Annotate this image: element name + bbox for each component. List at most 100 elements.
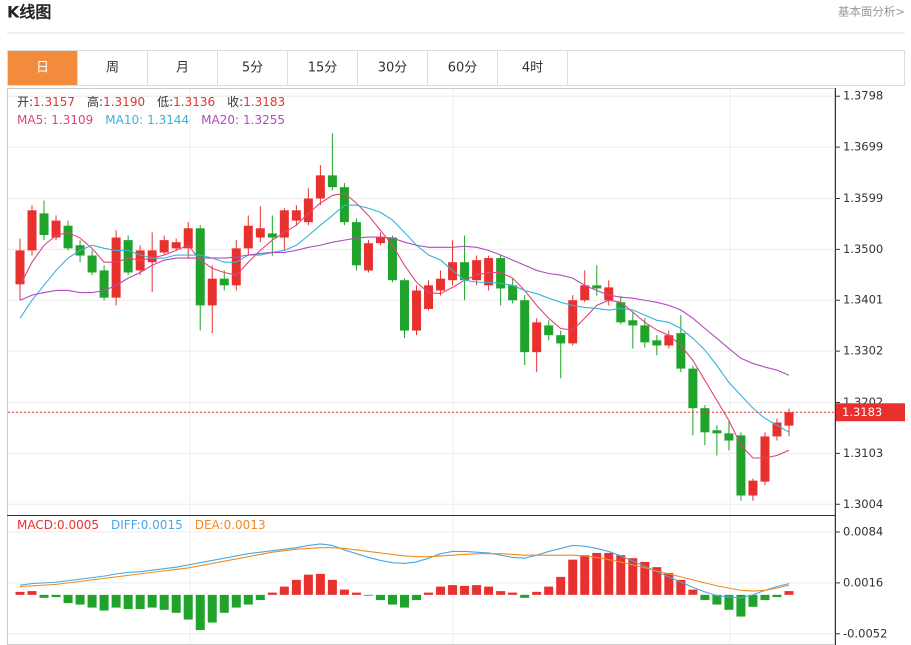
readout-name: MA20: — [201, 113, 239, 127]
ma-line — [19, 236, 790, 376]
candle-body — [664, 335, 674, 346]
plot: 1.3798 1.3699 1.3599 1.3500 1.3401 1.3302 1.32… — [8, 89, 905, 640]
readout: 开:1.3157 — [17, 95, 75, 109]
candle-body — [351, 222, 361, 266]
y-tick-label: 1.3798 — [843, 89, 883, 103]
candle-body — [472, 260, 482, 281]
macd-bar — [412, 594, 422, 601]
candle-body — [616, 302, 626, 323]
fundamental-link[interactable]: 基本面分析> — [838, 5, 905, 19]
candle-body — [123, 240, 133, 273]
macd-bar — [712, 594, 722, 605]
candle-body — [400, 280, 409, 331]
readout: MACD:0.0005 — [17, 518, 99, 532]
candle-body — [87, 255, 97, 273]
candle-body — [183, 228, 193, 249]
macd-bar — [159, 594, 169, 610]
readout: 高:1.3190 — [87, 94, 145, 109]
candle-body — [375, 237, 385, 244]
tab-label[interactable]: 周 — [106, 61, 119, 76]
macd-bar — [448, 585, 458, 595]
candle-body — [159, 240, 169, 253]
macd-bar — [772, 594, 782, 598]
candle-body — [27, 210, 37, 251]
tab-label[interactable]: 4时 — [522, 61, 543, 76]
candle-body — [387, 237, 397, 281]
page-title: K线图 — [7, 3, 51, 22]
candle-body — [772, 422, 782, 437]
macd-bar — [387, 594, 397, 605]
candle-body — [628, 320, 638, 326]
tab[interactable] — [497, 50, 568, 86]
macd-bar — [255, 594, 265, 601]
candle-body — [700, 408, 710, 433]
candle-body — [51, 220, 61, 238]
tab-label[interactable]: 15分 — [308, 61, 338, 76]
candle-body — [508, 285, 518, 301]
macd-bar — [496, 591, 506, 595]
macd-bar — [195, 594, 205, 631]
macd-bar — [628, 558, 638, 595]
ma-line — [19, 204, 790, 433]
candle-body — [676, 333, 686, 369]
macd-bar — [147, 594, 157, 608]
readout-name: 开: — [17, 95, 33, 109]
tab[interactable] — [7, 50, 78, 86]
macd-bar — [520, 594, 530, 598]
readout: DIFF:0.0015 — [111, 518, 183, 532]
macd-bar — [592, 552, 602, 595]
candle-body — [460, 262, 470, 281]
candle-body — [592, 285, 602, 289]
y-tick-label: 0.0016 — [843, 575, 883, 589]
candle-body — [652, 340, 662, 346]
macd-bar — [375, 594, 385, 601]
readout-value: 0.0015 — [141, 518, 183, 532]
tab-label[interactable]: 月 — [176, 61, 189, 76]
ma-line — [19, 192, 790, 459]
y-tick-label: 1.3401 — [843, 293, 883, 307]
macd-line — [19, 547, 790, 592]
macd-bar — [51, 594, 61, 598]
candle-body — [412, 290, 422, 331]
readout-value: 1.3144 — [147, 113, 189, 127]
macd-bar — [207, 594, 217, 623]
macd-bar — [39, 594, 49, 598]
macd-bar — [303, 574, 313, 595]
candle-body — [171, 242, 181, 249]
y-tick-label: 1.3599 — [843, 191, 883, 205]
readout: MA10: 1.3144 — [105, 113, 189, 127]
macd-bar — [556, 576, 566, 595]
last-price-label: 1.3183 — [842, 405, 882, 419]
candle-body — [39, 213, 49, 235]
tab-label[interactable]: 60分 — [448, 61, 478, 76]
tabs: 日 周 月 5分 15分 30分 60分 4时 — [7, 50, 568, 86]
candle-body — [436, 278, 446, 291]
tab-label[interactable]: 日 — [36, 61, 49, 76]
macd-bar — [111, 594, 121, 608]
readout: 收:1.3183 — [227, 95, 285, 109]
plot-frame — [7, 88, 835, 645]
tab-label[interactable]: 30分 — [378, 61, 408, 76]
macd-bar — [339, 589, 349, 595]
readout-name: DEA: — [195, 518, 224, 532]
candle-body — [147, 250, 157, 263]
macd-bar — [231, 594, 241, 608]
macd-bar — [279, 586, 289, 595]
macd-bar — [664, 573, 674, 595]
macd-bar — [532, 591, 542, 595]
readout-value: 1.3255 — [243, 113, 285, 127]
candle-body — [604, 287, 614, 301]
tab[interactable] — [77, 50, 148, 86]
macd-bar — [291, 579, 301, 595]
macd-bar — [123, 594, 133, 610]
macd-bar — [736, 594, 746, 617]
macd-bar — [472, 585, 482, 595]
macd-bar — [400, 594, 409, 608]
tab-label[interactable]: 5分 — [242, 61, 263, 76]
macd-line — [19, 543, 790, 599]
macd-bar — [135, 594, 145, 610]
readout: DEA:0.0013 — [195, 518, 266, 532]
readout-value: 1.3157 — [33, 95, 75, 109]
tab[interactable] — [287, 50, 358, 86]
readout-name: DIFF: — [111, 518, 141, 532]
